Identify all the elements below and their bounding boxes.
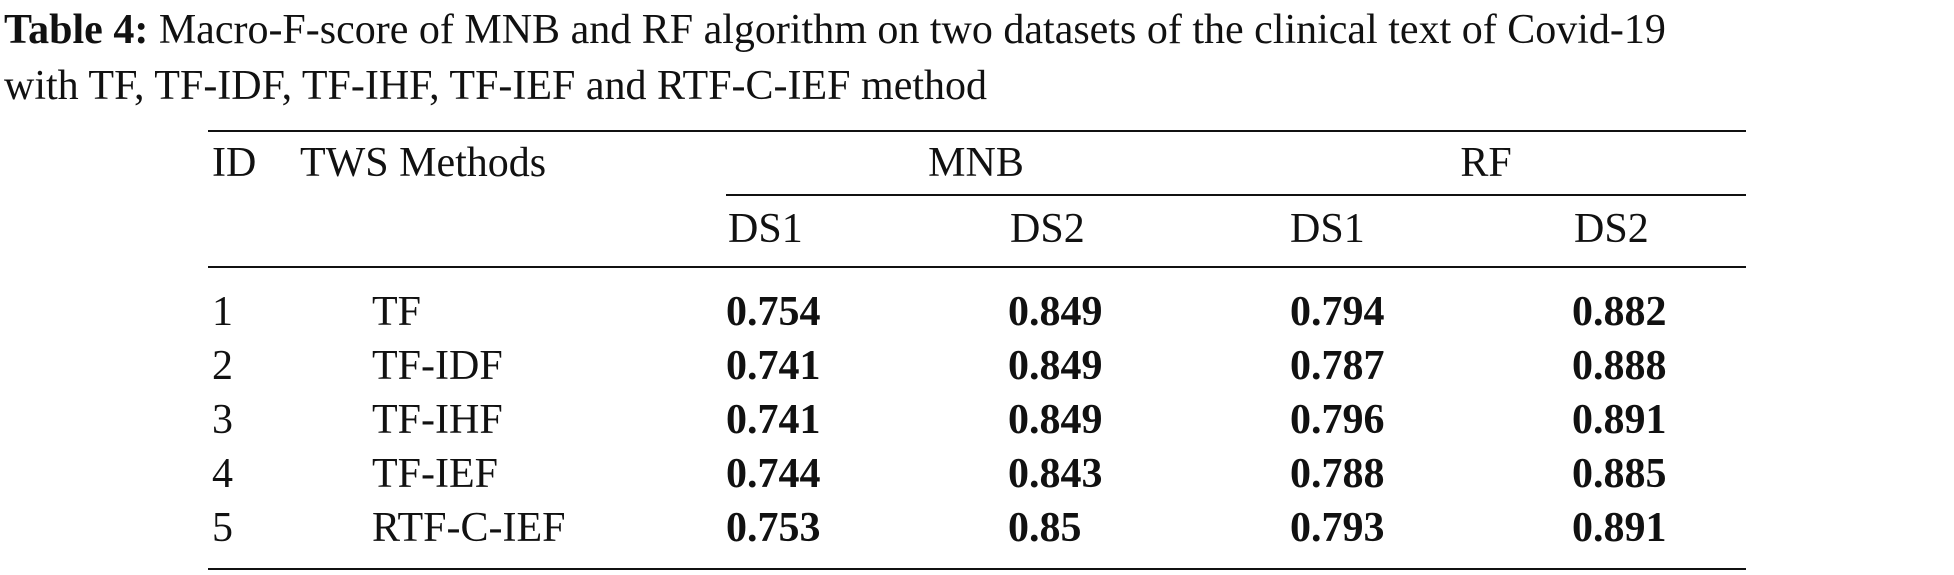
group-header-rule <box>726 194 1746 196</box>
caption-line-2: with TF, TF-IDF, TF-IHF, TF-IEF and RTF-… <box>4 63 988 109</box>
caption-line-1: Table 4: Macro-F-score of MNB and RF alg… <box>4 2 1950 58</box>
cell-id: 4 <box>212 451 233 497</box>
cell-method: TF-IHF <box>372 397 503 443</box>
table-caption: Table 4: Macro-F-score of MNB and RF alg… <box>4 2 1950 114</box>
cell-rf-ds2: 0.888 <box>1572 343 1667 389</box>
table-top-rule <box>208 130 1746 132</box>
cell-mnb-ds1: 0.753 <box>726 505 821 551</box>
cell-mnb-ds1: 0.741 <box>726 343 821 389</box>
header-group-rf: RF <box>1460 140 1512 186</box>
cell-mnb-ds1: 0.741 <box>726 397 821 443</box>
cell-rf-ds2: 0.891 <box>1572 397 1667 443</box>
cell-id: 2 <box>212 343 233 389</box>
cell-mnb-ds2: 0.843 <box>1008 451 1103 497</box>
cell-rf-ds2: 0.882 <box>1572 289 1667 335</box>
caption-text-1: Macro-F-score of MNB and RF algorithm on… <box>158 7 1666 53</box>
cell-rf-ds2: 0.891 <box>1572 505 1667 551</box>
cell-mnb-ds1: 0.744 <box>726 451 821 497</box>
cell-rf-ds1: 0.788 <box>1290 451 1385 497</box>
cell-rf-ds1: 0.793 <box>1290 505 1385 551</box>
header-mnb-ds2: DS2 <box>1010 206 1085 252</box>
cell-mnb-ds1: 0.754 <box>726 289 821 335</box>
header-rf-ds2: DS2 <box>1574 206 1649 252</box>
cell-rf-ds1: 0.794 <box>1290 289 1385 335</box>
cell-method: TF <box>372 289 422 335</box>
cell-id: 1 <box>212 289 233 335</box>
cell-mnb-ds2: 0.849 <box>1008 343 1103 389</box>
cell-rf-ds1: 0.796 <box>1290 397 1385 443</box>
header-mnb-ds1: DS1 <box>728 206 803 252</box>
header-group-mnb: MNB <box>928 140 1024 186</box>
header-rf-ds1: DS1 <box>1290 206 1365 252</box>
cell-id: 5 <box>212 505 233 551</box>
cell-method: RTF-C-IEF <box>372 505 566 551</box>
header-bottom-rule <box>208 266 1746 268</box>
cell-rf-ds1: 0.787 <box>1290 343 1385 389</box>
table-bottom-rule <box>208 568 1746 570</box>
header-id: ID <box>212 140 257 186</box>
cell-method: TF-IDF <box>372 343 503 389</box>
cell-id: 3 <box>212 397 233 443</box>
cell-mnb-ds2: 0.849 <box>1008 289 1103 335</box>
cell-mnb-ds2: 0.85 <box>1008 505 1082 551</box>
cell-rf-ds2: 0.885 <box>1572 451 1667 497</box>
cell-method: TF-IEF <box>372 451 498 497</box>
caption-label: Table 4: <box>4 7 149 53</box>
cell-mnb-ds2: 0.849 <box>1008 397 1103 443</box>
header-method: TWS Methods <box>300 140 547 186</box>
